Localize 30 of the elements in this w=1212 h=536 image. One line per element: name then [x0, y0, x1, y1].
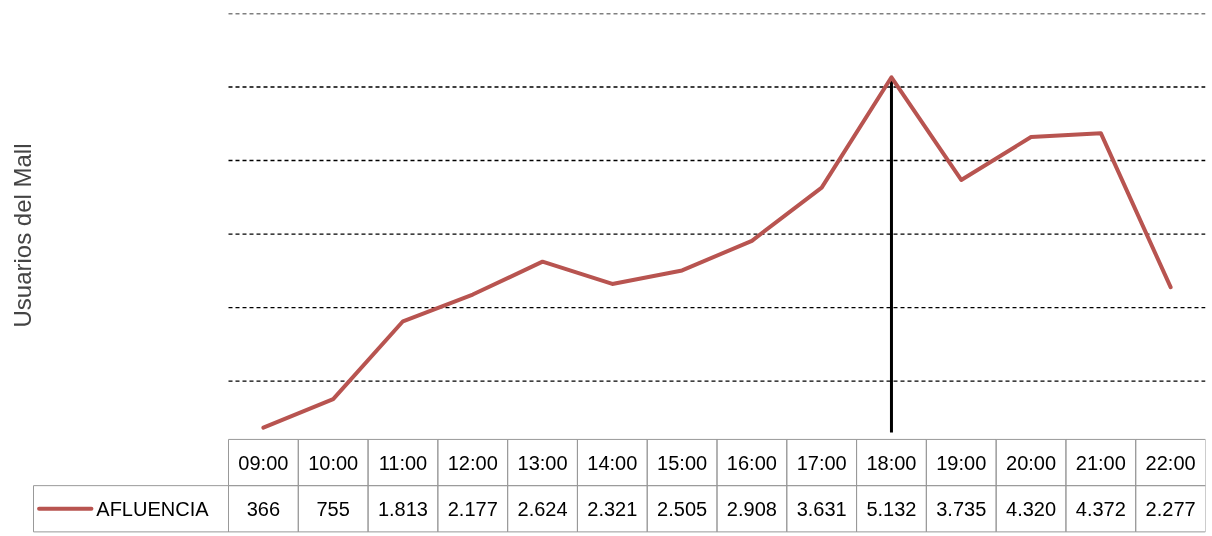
- data-label: 4.372: [1075, 497, 1126, 520]
- x-tick-label: 20:00: [1006, 451, 1057, 474]
- x-tick-label: 14:00: [587, 451, 638, 474]
- x-tick-label: 21:00: [1075, 451, 1126, 474]
- data-label: 3.631: [796, 497, 847, 520]
- data-label: 2.908: [726, 497, 777, 520]
- data-label: 4.320: [1006, 497, 1057, 520]
- x-tick-label: 09:00: [238, 451, 289, 474]
- x-tick-label: 17:00: [796, 451, 847, 474]
- x-tick-label: 22:00: [1145, 451, 1196, 474]
- data-label: 755: [316, 497, 350, 520]
- data-label: 2.177: [447, 497, 498, 520]
- x-tick-label: 19:00: [936, 451, 987, 474]
- data-label: 5.132: [866, 497, 917, 520]
- legend-label: AFLUENCIA: [96, 497, 210, 520]
- x-tick-label: 18:00: [866, 451, 917, 474]
- x-tick-label: 13:00: [517, 451, 568, 474]
- data-label: 2.624: [517, 497, 568, 520]
- data-label: 2.505: [657, 497, 708, 520]
- x-tick-label: 16:00: [726, 451, 777, 474]
- x-tick-label: 15:00: [657, 451, 708, 474]
- x-tick-label: 10:00: [308, 451, 359, 474]
- text: Usuarios del Mall: [9, 143, 36, 328]
- data-label: 3.735: [936, 497, 987, 520]
- data-label: 366: [246, 497, 281, 520]
- data-label: 2.277: [1145, 497, 1196, 520]
- data-label: 2.321: [587, 497, 638, 520]
- data-label: 1.813: [377, 497, 428, 520]
- x-tick-label: 12:00: [447, 451, 498, 474]
- x-tick-label: 11:00: [378, 451, 428, 474]
